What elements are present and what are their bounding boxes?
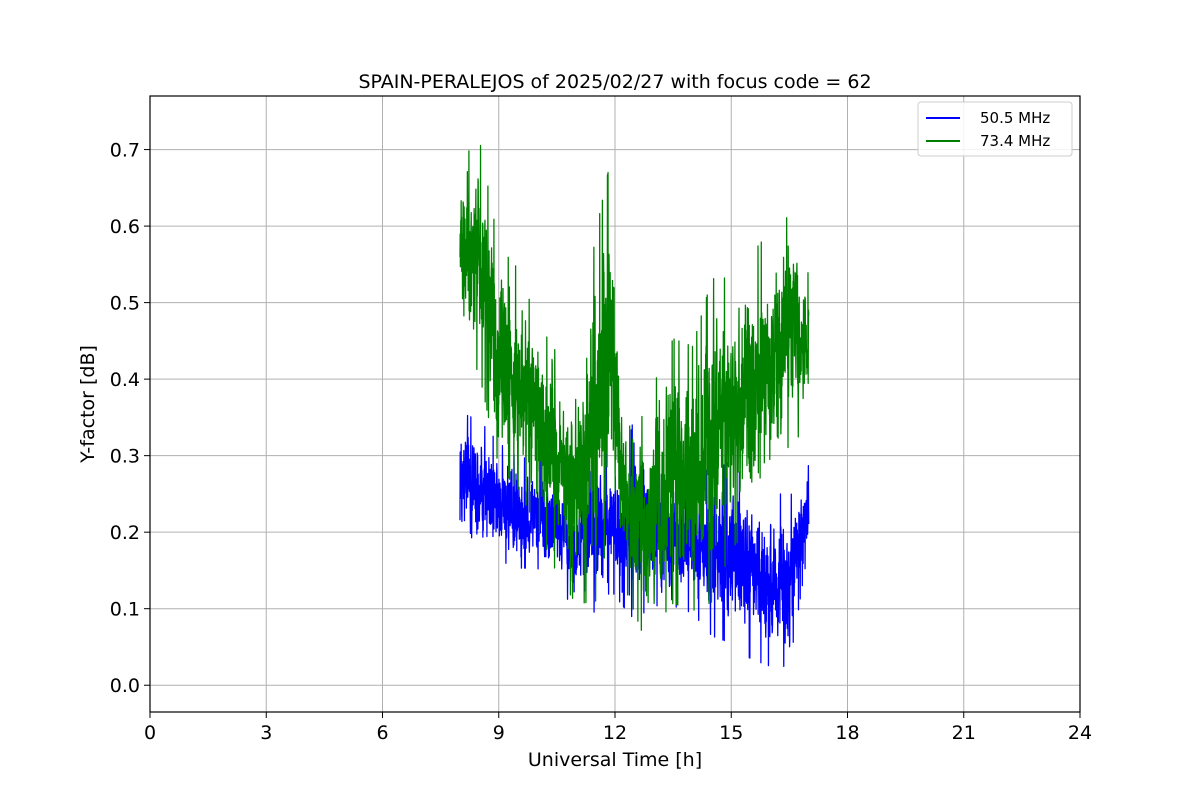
legend-label-50-5-mhz: 50.5 MHz [980, 109, 1050, 127]
y-tick-label: 0.1 [110, 599, 140, 621]
y-tick-label: 0.7 [110, 140, 140, 162]
x-tick-label: 9 [493, 722, 505, 744]
legend: 50.5 MHz 73.4 MHz [917, 101, 1073, 157]
y-tick-label: 0.4 [110, 369, 140, 391]
y-tick-label: 0.0 [110, 675, 140, 697]
y-axis-title: Y-factor [dB] [77, 345, 99, 464]
x-axis-title: Universal Time [h] [528, 749, 702, 771]
x-tick-label: 0 [144, 722, 156, 744]
x-tick-label: 21 [952, 722, 976, 744]
x-tick-label: 18 [835, 722, 859, 744]
chart-title: SPAIN-PERALEJOS of 2025/02/27 with focus… [358, 71, 871, 93]
x-tick-label: 3 [260, 722, 272, 744]
y-tick-label: 0.2 [110, 522, 140, 544]
x-tick-label: 12 [603, 722, 627, 744]
y-tick-label: 0.6 [110, 216, 140, 238]
series-line-73-4-mhz [459, 144, 810, 631]
y-tick-label: 0.5 [110, 293, 140, 315]
x-tick-label: 6 [376, 722, 388, 744]
legend-box [917, 101, 1073, 157]
series-layer [459, 144, 810, 667]
y-tick-label: 0.3 [110, 446, 140, 468]
x-tick-label: 24 [1068, 722, 1092, 744]
x-ticks: 0 3 6 9 12 15 18 21 24 [144, 712, 1092, 744]
y-ticks: 0.0 0.1 0.2 0.3 0.4 0.5 0.6 0.7 [110, 140, 150, 697]
x-tick-label: 15 [719, 722, 743, 744]
legend-label-73-4-mhz: 73.4 MHz [980, 132, 1050, 150]
